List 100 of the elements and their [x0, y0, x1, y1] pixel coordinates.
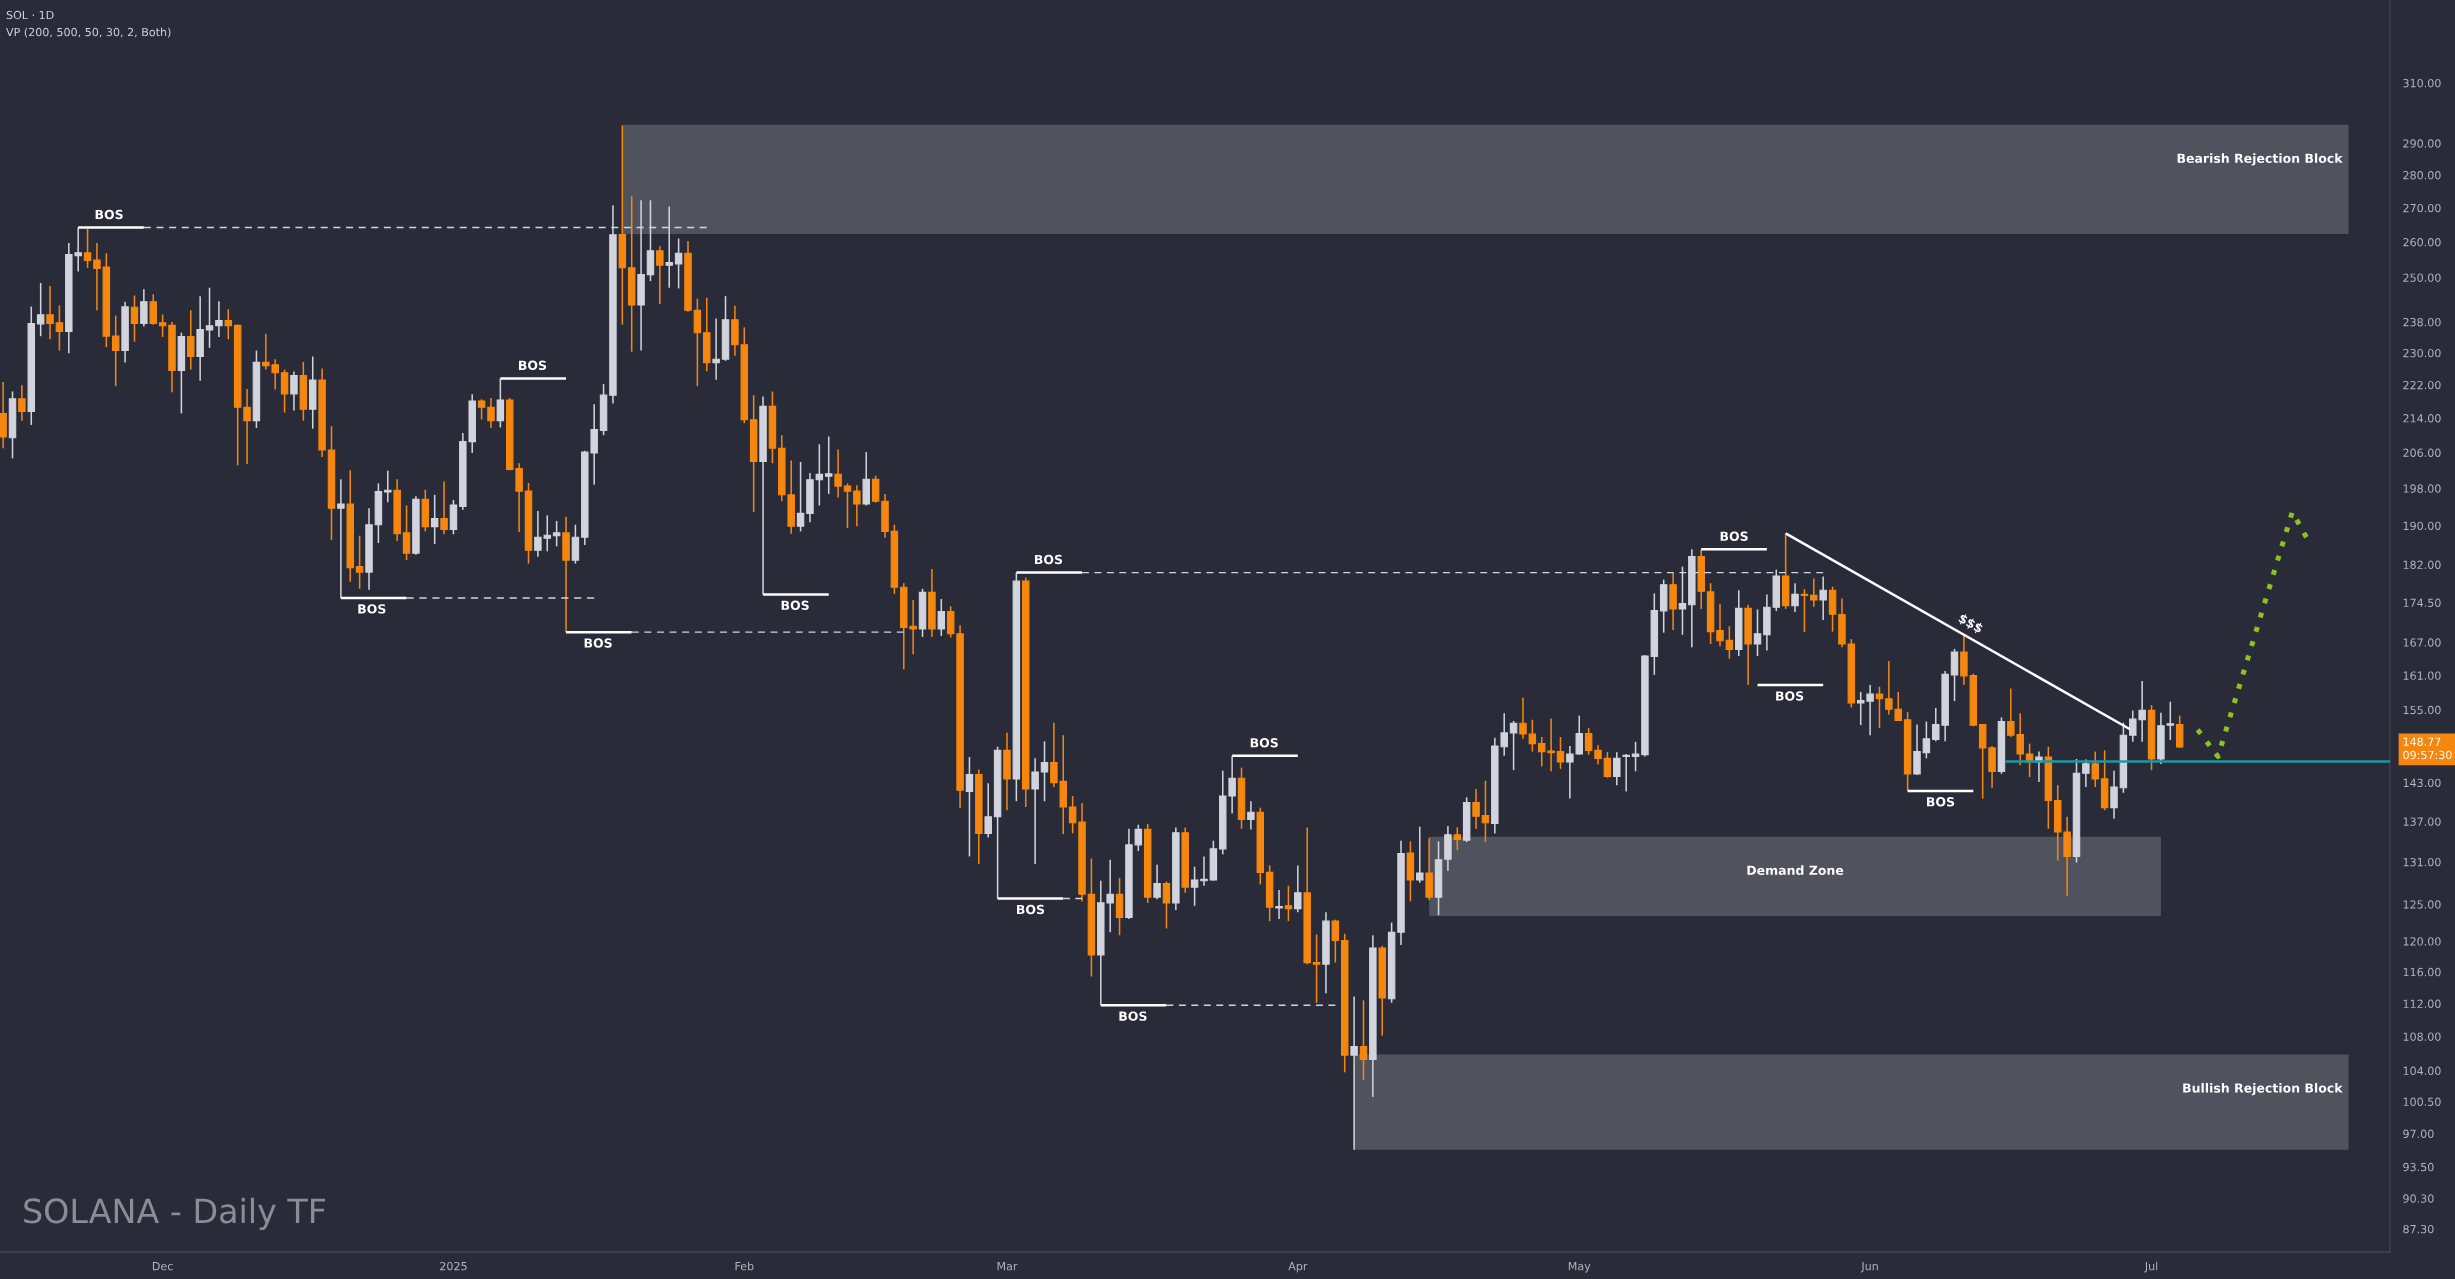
- candlestick: [430, 494, 439, 545]
- text: SOL · 1D: [6, 10, 54, 20]
- y-tick-label: 206.00: [2403, 448, 2441, 457]
- candlestick: [130, 294, 139, 343]
- candlestick: [477, 398, 486, 421]
- candlestick: [1922, 720, 1931, 760]
- candlestick: [984, 782, 992, 839]
- x-tick-label: Feb: [735, 1261, 754, 1271]
- candlestick: [1810, 577, 1818, 608]
- y-tick-label: 97.00: [2403, 1129, 2434, 1139]
- candlestick: [1509, 720, 1518, 771]
- annotation: BOS: [358, 604, 386, 614]
- candlestick: [496, 377, 505, 429]
- candlestick: [18, 384, 26, 422]
- y-tick-label: 230.00: [2403, 348, 2441, 358]
- candlestick: [280, 368, 289, 414]
- y-tick-label: 143.00: [2403, 778, 2441, 788]
- candlestick: [834, 448, 842, 499]
- candlestick: [693, 297, 702, 387]
- y-tick-label: 148.77 09:57:30: [2403, 737, 2452, 760]
- y-tick-label: 182.00: [2403, 560, 2441, 569]
- y-tick-label: 250.00: [2403, 273, 2441, 282]
- candlestick: [205, 286, 214, 349]
- candlestick: [187, 309, 195, 371]
- candlestick: [871, 474, 880, 504]
- x-tick-label: Apr: [1288, 1262, 1308, 1273]
- candlestick: [55, 304, 64, 352]
- y-tick-label: 238.00: [2403, 317, 2441, 327]
- candlestick: [149, 293, 157, 326]
- candlestick: [843, 482, 852, 529]
- candlestick: [290, 370, 298, 412]
- annotation: BOS: [1776, 691, 1804, 701]
- candlestick: [83, 228, 92, 269]
- candlestick: [712, 317, 720, 381]
- candlestick: [111, 314, 120, 387]
- candlestick: [1331, 918, 1340, 964]
- candlestick: [656, 245, 664, 305]
- x-tick-label: 2025: [440, 1261, 467, 1271]
- candlestick: [1828, 585, 1837, 633]
- candlestick: [1068, 795, 1077, 835]
- annotation: BOS: [781, 600, 809, 611]
- annotation: BOS: [1034, 554, 1063, 565]
- y-tick-label: 137.00: [2403, 817, 2441, 826]
- annotation: BOS: [1927, 797, 1955, 807]
- y-tick-label: 108.00: [2403, 1032, 2441, 1041]
- candlestick: [1631, 741, 1640, 773]
- candlestick: [1753, 608, 1762, 657]
- y-tick-label: 155.00: [2403, 705, 2441, 715]
- candlestick: [1040, 740, 1049, 802]
- candlestick: [674, 237, 683, 290]
- y-tick-label: 198.00: [2403, 484, 2441, 493]
- y-tick-label: 214.00: [2403, 414, 2441, 423]
- candlestick: [1819, 575, 1827, 621]
- candlestick: [1115, 877, 1124, 936]
- candlestick: [440, 480, 448, 536]
- y-tick-label: 260.00: [2403, 238, 2441, 247]
- candlestick: [796, 461, 805, 533]
- candlestick: [1284, 884, 1293, 922]
- candlestick: [140, 288, 148, 328]
- y-tick-label: 270.00: [2403, 203, 2441, 213]
- y-tick-label: 120.00: [2403, 937, 2441, 946]
- candlestick: [1247, 800, 1255, 831]
- y-tick-label: 290.00: [2403, 139, 2441, 148]
- y-tick-label: 93.50: [2403, 1162, 2434, 1172]
- y-tick-label: 190.00: [2403, 521, 2441, 531]
- x-tick-label: Jun: [1860, 1262, 1878, 1273]
- candlestick: [0, 381, 7, 449]
- text: VP (200, 500, 50, 30, 2, Both): [6, 27, 171, 38]
- candlestick: [2110, 769, 2118, 820]
- candlestick: [1153, 863, 1161, 901]
- candlestick: [1584, 727, 1593, 756]
- candlestick: [1622, 753, 1630, 793]
- candlestick: [1603, 751, 1612, 779]
- x-tick-label: Jul: [2144, 1261, 2158, 1273]
- candlestick: [1350, 995, 1358, 1151]
- candlestick: [571, 523, 580, 565]
- candlestick: [1481, 780, 1490, 843]
- candlestick: [1950, 648, 1959, 702]
- candlestick: [1528, 719, 1537, 753]
- candlestick: [1519, 696, 1527, 740]
- candlestick: [402, 504, 411, 561]
- y-tick-label: 131.00: [2403, 857, 2441, 867]
- candlestick: [1613, 751, 1621, 786]
- candlestick: [1294, 864, 1302, 914]
- annotation: BOS: [1250, 738, 1278, 748]
- x-tick-label: Mar: [997, 1262, 1018, 1271]
- candlestick: [1800, 588, 1809, 633]
- candlestick: [384, 469, 392, 503]
- y-tick-label: 174.50: [2403, 598, 2441, 608]
- candlestick: [965, 756, 974, 858]
- candlestick: [2091, 750, 2100, 788]
- candlestick: [1453, 826, 1462, 852]
- y-tick-label: 87.30: [2403, 1224, 2434, 1234]
- annotation: BOS: [1017, 904, 1045, 915]
- candlestick: [1416, 825, 1424, 884]
- candlestick: [1716, 602, 1724, 647]
- annotation: SOLANA - Daily TF: [24, 1197, 325, 1230]
- candlestick: [853, 484, 861, 527]
- y-tick-label: 112.00: [2403, 999, 2441, 1008]
- candlestick: [1190, 866, 1199, 907]
